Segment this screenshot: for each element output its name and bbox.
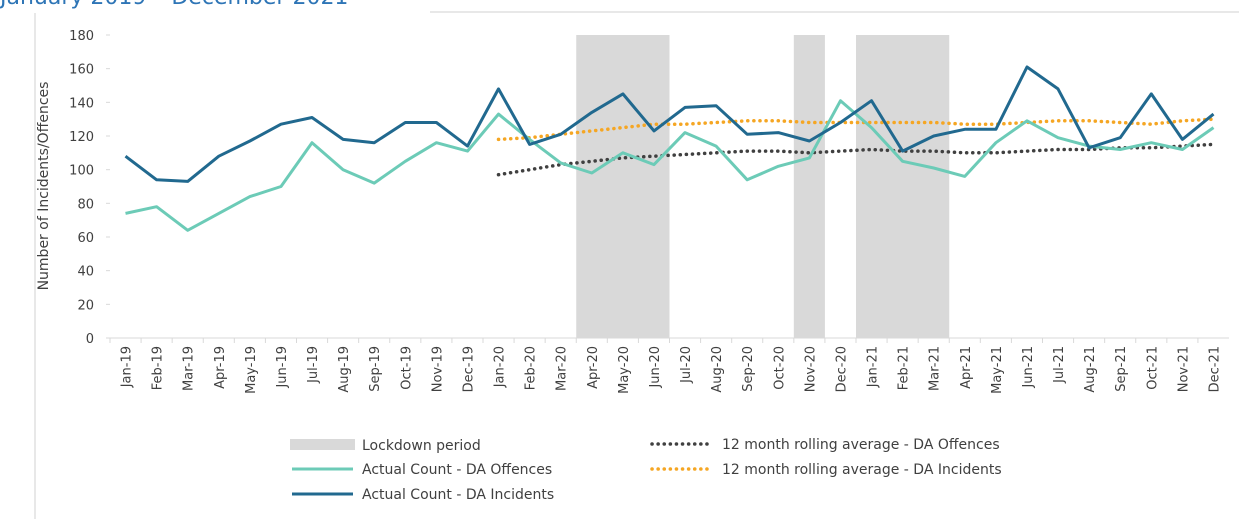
x-tick-label: Jan-19 xyxy=(120,346,135,388)
x-tick-label: Jan-20 xyxy=(493,346,508,388)
x-tick-label: Feb-19 xyxy=(151,346,166,390)
x-tick-label: Sep-20 xyxy=(741,346,756,392)
x-tick-label: Dec-19 xyxy=(461,346,476,392)
chart-title: January 2019 – December 2021 xyxy=(0,0,348,10)
y-tick-label: 40 xyxy=(77,265,94,280)
x-tick-label: Jun-19 xyxy=(275,346,290,389)
x-tick-label: Jun-20 xyxy=(648,346,663,389)
series-line xyxy=(496,142,1216,177)
lockdown-band xyxy=(793,35,825,338)
title-backing xyxy=(0,0,430,13)
x-tick-label: Jun-21 xyxy=(1021,346,1036,389)
x-tick-label: Apr-21 xyxy=(959,346,974,389)
x-tick-label: Mar-19 xyxy=(182,346,197,391)
x-tick-label: Aug-20 xyxy=(710,346,725,393)
y-tick-label: 60 xyxy=(77,231,94,246)
x-tick-label: Oct-19 xyxy=(399,346,414,390)
legend-label: Lockdown period xyxy=(362,438,481,454)
x-tick-label: Aug-19 xyxy=(337,346,352,393)
x-tick-label: Apr-19 xyxy=(213,346,228,389)
y-tick-label: 180 xyxy=(69,29,94,44)
x-tick-label: Jul-19 xyxy=(306,346,321,384)
lockdown-band xyxy=(856,35,950,338)
x-tick-label: Oct-21 xyxy=(1145,346,1160,390)
series-line xyxy=(125,99,1215,232)
y-tick-label: 100 xyxy=(69,164,94,179)
y-tick-label: 20 xyxy=(77,298,94,313)
legend-label: 12 month rolling average - DA Incidents xyxy=(722,462,1002,478)
legend-label: Actual Count - DA Offences xyxy=(362,462,552,478)
x-tick-label: Sep-19 xyxy=(368,346,383,392)
series-line xyxy=(496,117,1216,142)
legend-swatch xyxy=(290,439,355,450)
x-tick-label: Feb-21 xyxy=(897,346,912,390)
x-tick-label: Sep-21 xyxy=(1114,346,1129,392)
legend-label: 12 month rolling average - DA Offences xyxy=(722,437,1000,453)
x-tick-label: May-21 xyxy=(990,346,1005,394)
x-tick-label: Dec-20 xyxy=(834,346,849,392)
lockdown-band xyxy=(576,35,670,338)
x-tick-label: May-19 xyxy=(244,346,259,394)
x-tick-label: Oct-20 xyxy=(772,346,787,390)
y-tick-label: 0 xyxy=(86,332,94,347)
chart-frame xyxy=(34,11,1239,519)
x-tick-label: Nov-19 xyxy=(430,346,445,392)
x-tick-label: Nov-21 xyxy=(1176,346,1191,392)
x-tick-label: Jul-21 xyxy=(1052,346,1067,384)
y-tick-label: 120 xyxy=(69,130,94,145)
legend-label: Actual Count - DA Incidents xyxy=(362,487,554,503)
y-axis-label: Number of Incidents/Offences xyxy=(36,82,52,291)
x-tick-label: Feb-20 xyxy=(524,346,539,390)
x-tick-label: Aug-21 xyxy=(1083,346,1098,393)
x-tick-label: May-20 xyxy=(617,346,632,394)
x-tick-label: Mar-20 xyxy=(555,346,570,391)
x-tick-label: Jul-20 xyxy=(679,346,694,384)
x-tick-label: Jan-21 xyxy=(866,346,881,388)
series-line xyxy=(124,65,1215,183)
x-tick-label: Dec-21 xyxy=(1207,346,1222,392)
x-tick-label: Apr-20 xyxy=(586,346,601,389)
x-tick-label: Mar-21 xyxy=(928,346,943,391)
y-tick-label: 140 xyxy=(69,96,94,111)
x-tick-label: Nov-20 xyxy=(803,346,818,392)
y-tick-label: 80 xyxy=(77,197,94,212)
y-tick-label: 160 xyxy=(69,63,94,78)
